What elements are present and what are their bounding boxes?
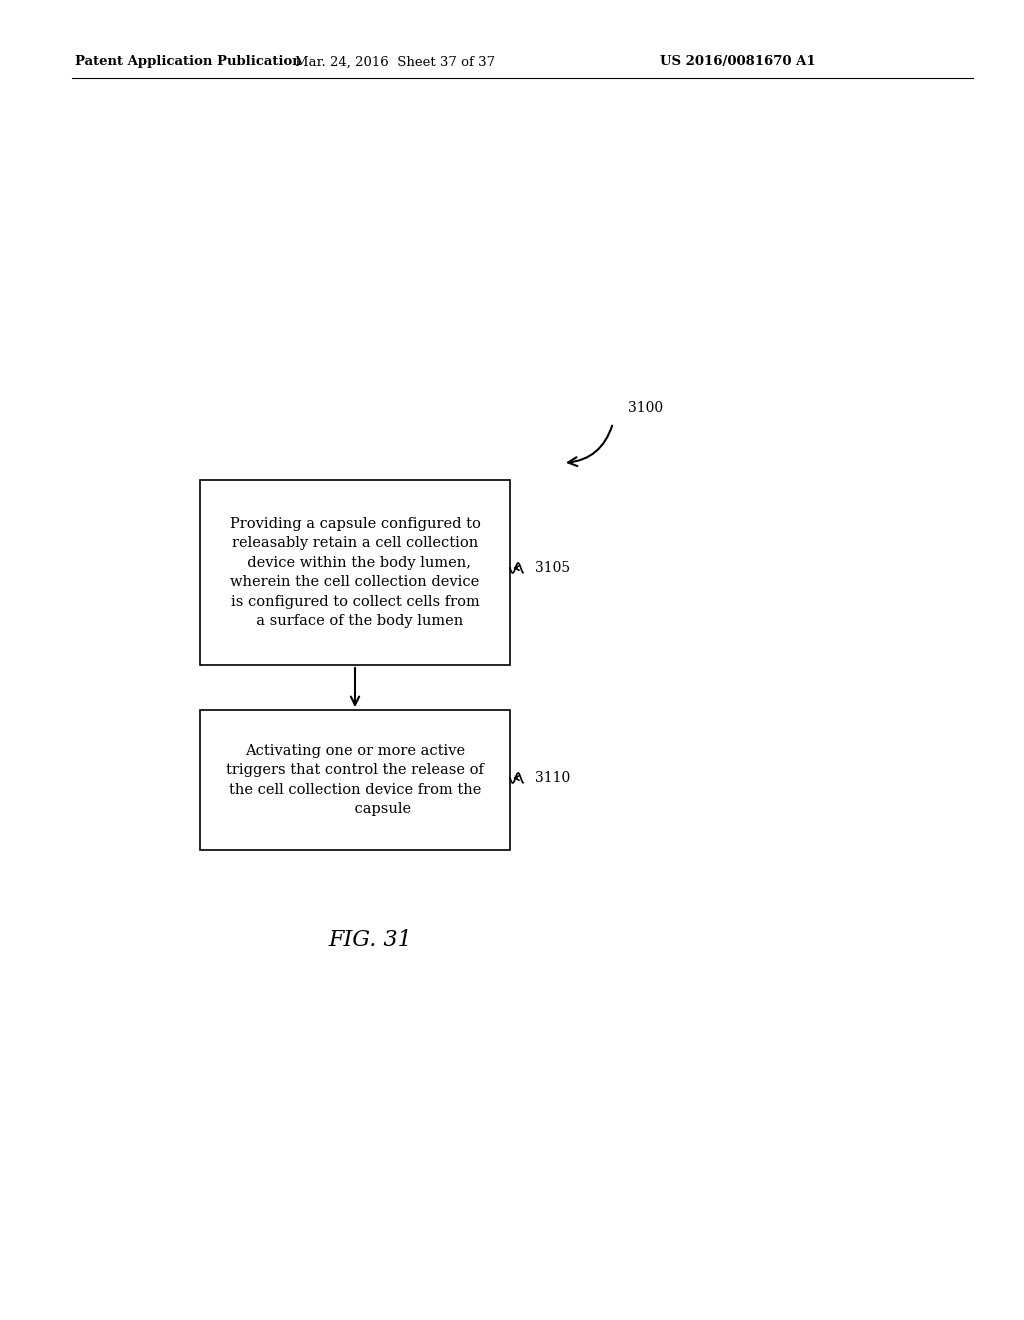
- Text: 3105: 3105: [535, 561, 570, 576]
- Text: 3100: 3100: [628, 401, 664, 414]
- Bar: [200, 710, 510, 850]
- Text: Mar. 24, 2016  Sheet 37 of 37: Mar. 24, 2016 Sheet 37 of 37: [295, 55, 495, 69]
- Text: Providing a capsule configured to
releasably retain a cell collection
  device w: Providing a capsule configured to releas…: [229, 516, 480, 628]
- Text: Activating one or more active
triggers that control the release of
the cell coll: Activating one or more active triggers t…: [226, 743, 484, 816]
- Text: Patent Application Publication: Patent Application Publication: [75, 55, 302, 69]
- Text: US 2016/0081670 A1: US 2016/0081670 A1: [660, 55, 816, 69]
- Text: 3110: 3110: [535, 771, 570, 785]
- Text: FIG. 31: FIG. 31: [328, 929, 412, 950]
- Bar: [200, 480, 510, 665]
